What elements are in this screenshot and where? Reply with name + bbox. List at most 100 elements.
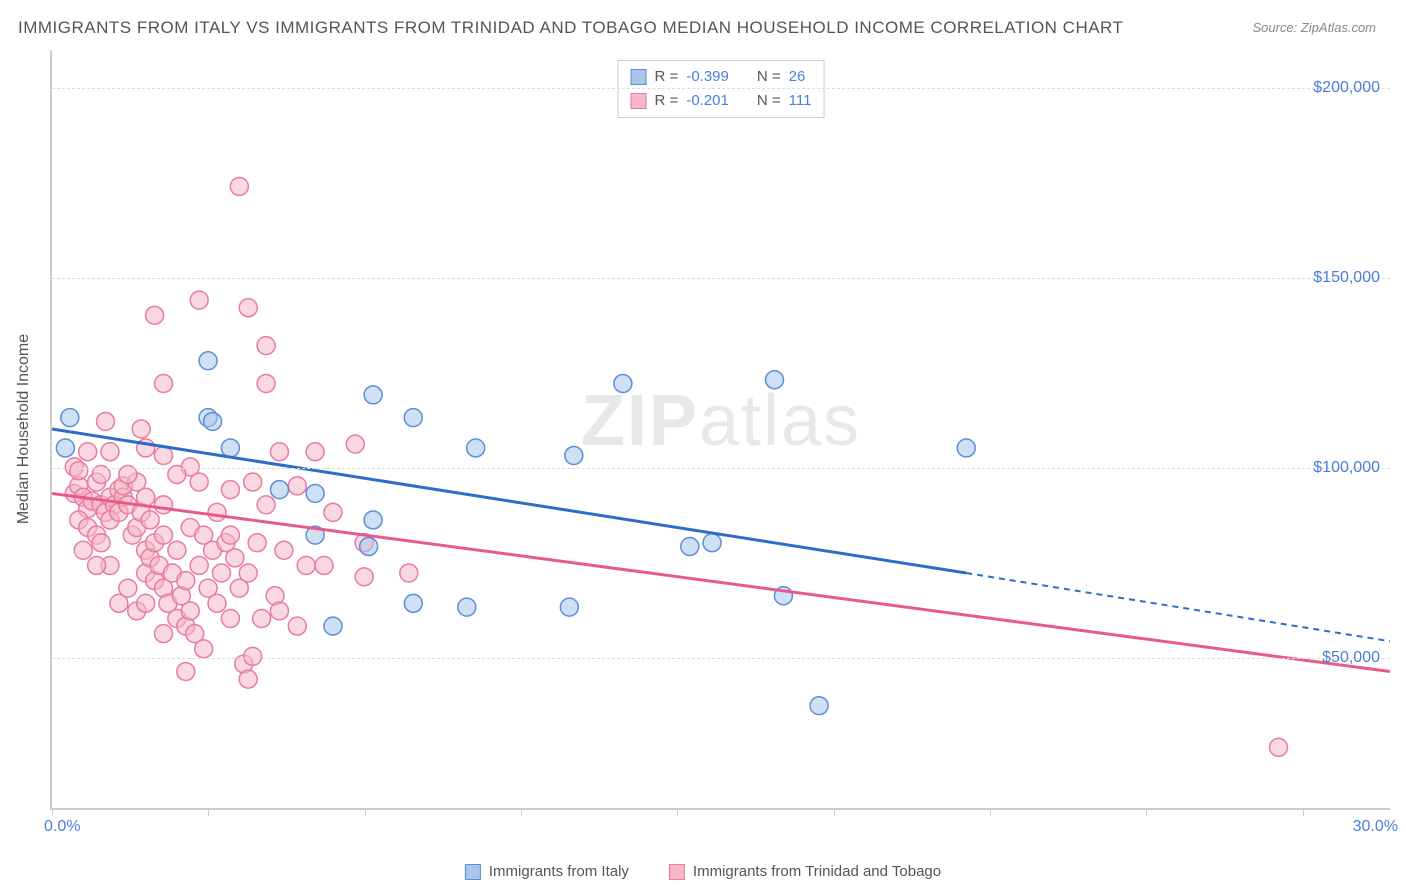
x-tick (208, 808, 209, 816)
data-point[interactable] (270, 602, 288, 620)
data-point[interactable] (168, 541, 186, 559)
data-point[interactable] (177, 663, 195, 681)
grid-line (52, 658, 1390, 659)
data-point[interactable] (119, 579, 137, 597)
data-point[interactable] (239, 564, 257, 582)
data-point[interactable] (703, 534, 721, 552)
data-point[interactable] (74, 541, 92, 559)
data-point[interactable] (97, 412, 115, 430)
data-point[interactable] (244, 473, 262, 491)
legend-item-pink: Immigrants from Trinidad and Tobago (669, 863, 941, 880)
data-point[interactable] (230, 177, 248, 195)
data-point[interactable] (681, 538, 699, 556)
data-point[interactable] (270, 443, 288, 461)
x-tick (365, 808, 366, 816)
data-point[interactable] (137, 594, 155, 612)
r-label-2: R = (655, 89, 679, 113)
data-point[interactable] (766, 371, 784, 389)
data-point[interactable] (212, 564, 230, 582)
data-point[interactable] (257, 375, 275, 393)
x-tick (521, 808, 522, 816)
data-point[interactable] (132, 420, 150, 438)
data-point[interactable] (324, 503, 342, 521)
r-value-1: -0.399 (686, 65, 729, 89)
n-value-2: 111 (789, 89, 812, 113)
data-point[interactable] (297, 556, 315, 574)
data-point[interactable] (79, 443, 97, 461)
data-point[interactable] (257, 496, 275, 514)
y-tick-label: $200,000 (1313, 79, 1380, 97)
stats-legend-box: R = -0.399 N = 26 R = -0.201 N = 111 (618, 60, 825, 118)
data-point[interactable] (61, 409, 79, 427)
data-point[interactable] (306, 526, 324, 544)
data-point[interactable] (306, 484, 324, 502)
data-point[interactable] (400, 564, 418, 582)
data-point[interactable] (208, 594, 226, 612)
data-point[interactable] (244, 647, 262, 665)
data-point[interactable] (155, 496, 173, 514)
data-point[interactable] (177, 572, 195, 590)
data-point[interactable] (221, 481, 239, 499)
legend-square-blue (631, 69, 647, 85)
data-point[interactable] (88, 556, 106, 574)
data-point[interactable] (774, 587, 792, 605)
data-point[interactable] (190, 473, 208, 491)
data-point[interactable] (92, 534, 110, 552)
data-point[interactable] (275, 541, 293, 559)
data-point[interactable] (270, 481, 288, 499)
data-point[interactable] (324, 617, 342, 635)
data-point[interactable] (253, 610, 271, 628)
data-point[interactable] (226, 549, 244, 567)
data-point[interactable] (190, 291, 208, 309)
data-point[interactable] (199, 352, 217, 370)
legend-label-pink: Immigrants from Trinidad and Tobago (693, 863, 941, 880)
data-point[interactable] (467, 439, 485, 457)
data-point[interactable] (221, 610, 239, 628)
data-point[interactable] (257, 337, 275, 355)
data-point[interactable] (288, 477, 306, 495)
trend-line-blue (52, 429, 966, 573)
data-point[interactable] (204, 412, 222, 430)
data-point[interactable] (221, 439, 239, 457)
data-point[interactable] (560, 598, 578, 616)
data-point[interactable] (239, 670, 257, 688)
data-point[interactable] (155, 375, 173, 393)
data-point[interactable] (306, 443, 324, 461)
data-point[interactable] (141, 511, 159, 529)
data-point[interactable] (614, 375, 632, 393)
data-point[interactable] (155, 447, 173, 465)
data-point[interactable] (810, 697, 828, 715)
data-point[interactable] (288, 617, 306, 635)
data-point[interactable] (315, 556, 333, 574)
legend-square-blue-2 (465, 864, 481, 880)
data-point[interactable] (56, 439, 74, 457)
data-point[interactable] (248, 534, 266, 552)
data-point[interactable] (364, 386, 382, 404)
data-point[interactable] (181, 602, 199, 620)
data-point[interactable] (346, 435, 364, 453)
data-point[interactable] (101, 443, 119, 461)
data-point[interactable] (155, 526, 173, 544)
data-point[interactable] (137, 439, 155, 457)
data-point[interactable] (565, 447, 583, 465)
data-point[interactable] (404, 594, 422, 612)
data-point[interactable] (355, 568, 373, 586)
data-point[interactable] (404, 409, 422, 427)
data-point[interactable] (195, 640, 213, 658)
data-point[interactable] (155, 625, 173, 643)
data-point[interactable] (221, 526, 239, 544)
data-point[interactable] (957, 439, 975, 457)
data-point[interactable] (146, 306, 164, 324)
data-point[interactable] (190, 556, 208, 574)
data-point[interactable] (70, 462, 88, 480)
data-point[interactable] (208, 503, 226, 521)
data-point[interactable] (137, 488, 155, 506)
data-point[interactable] (458, 598, 476, 616)
r-value-2: -0.201 (686, 89, 729, 113)
data-point[interactable] (364, 511, 382, 529)
x-tick (1146, 808, 1147, 816)
data-point[interactable] (1270, 738, 1288, 756)
data-point[interactable] (360, 538, 378, 556)
data-point[interactable] (239, 299, 257, 317)
trend-line-blue-dashed (966, 573, 1390, 641)
